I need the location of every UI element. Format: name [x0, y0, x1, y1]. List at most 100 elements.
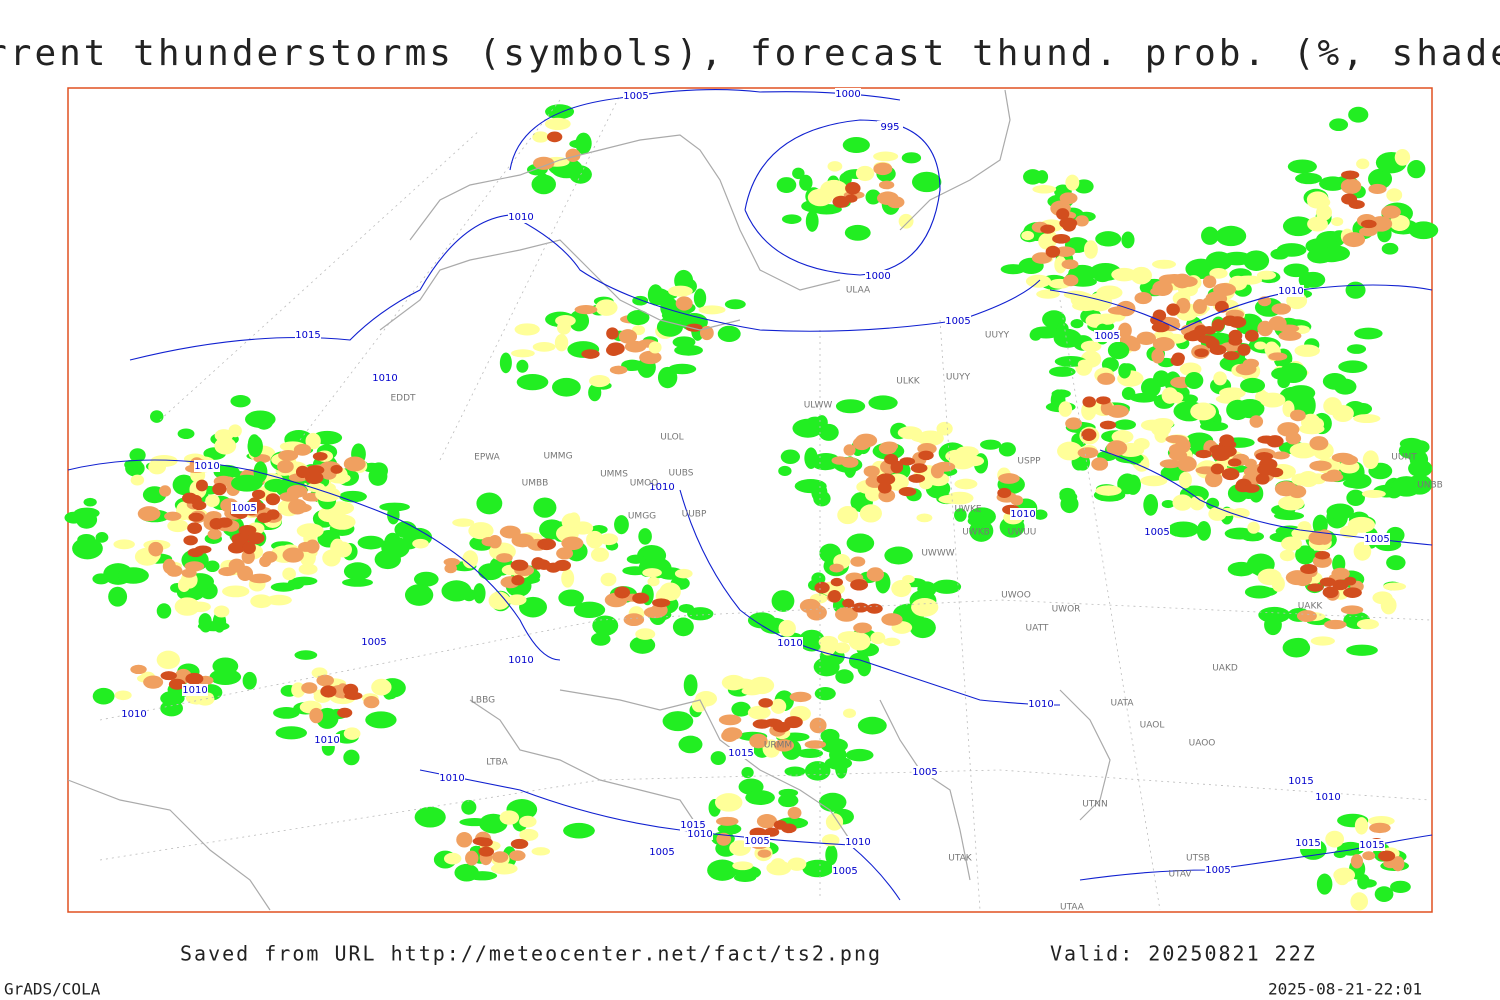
- storm-cell: [859, 504, 882, 523]
- isobar-label-bg: [1288, 775, 1314, 787]
- storm-cell: [1244, 585, 1274, 599]
- storm-cell: [881, 613, 903, 626]
- isobar-label: 1000: [865, 271, 890, 282]
- storm-cell: [668, 363, 697, 375]
- source-url: Saved from URL http://meteocenter.net/fa…: [180, 942, 882, 966]
- station-label: ULAA: [846, 286, 871, 296]
- storm-cell: [806, 604, 827, 621]
- storm-cell: [496, 553, 513, 563]
- storm-cell: [265, 594, 292, 606]
- storm-cell: [1368, 168, 1393, 190]
- storm-cell: [1095, 485, 1122, 496]
- station-label: UUNT: [1391, 453, 1417, 463]
- storm-cell: [967, 515, 989, 527]
- storm-cell: [1201, 226, 1219, 245]
- storm-cell: [1210, 463, 1225, 475]
- storm-cell: [835, 399, 866, 414]
- storm-cell: [1087, 292, 1113, 312]
- storm-cell: [1058, 401, 1073, 417]
- storm-cell: [1297, 471, 1319, 488]
- storm-cell: [675, 296, 693, 311]
- storm-cell: [516, 359, 529, 373]
- station-label: UMMS: [600, 470, 628, 480]
- storm-cell: [1288, 637, 1309, 650]
- storm-cell: [845, 748, 874, 762]
- storm-cell: [488, 534, 502, 549]
- storm-cell: [452, 518, 475, 527]
- storm-cell: [1211, 319, 1225, 332]
- storm-cell: [954, 478, 978, 490]
- storm-cell: [1140, 378, 1161, 398]
- storm-cell: [820, 179, 848, 199]
- isobar-label: 1010: [1315, 792, 1340, 803]
- storm-cell: [1215, 225, 1247, 247]
- station-label: UUBP: [682, 510, 707, 520]
- storm-cell: [1172, 273, 1192, 289]
- storm-cell: [848, 652, 870, 670]
- storm-cell: [343, 683, 359, 697]
- storm-cell: [855, 433, 878, 448]
- storm-cell: [563, 822, 595, 839]
- storm-cell: [357, 535, 385, 550]
- storm-cell: [678, 735, 703, 754]
- storm-cell: [1106, 440, 1128, 456]
- storm-cell: [778, 788, 799, 797]
- storm-cell: [827, 589, 842, 603]
- storm-cell: [606, 327, 619, 340]
- storm-cell: [1237, 343, 1251, 356]
- storm-cell: [1175, 437, 1191, 454]
- storm-cell: [818, 792, 847, 812]
- storm-cell: [1281, 536, 1303, 551]
- storm-cell: [1199, 421, 1229, 432]
- storm-cell: [516, 373, 549, 391]
- storm-cell: [764, 718, 783, 728]
- storm-cell: [1189, 495, 1205, 511]
- storm-cell: [156, 650, 180, 670]
- station-label: UNBB: [1417, 481, 1443, 491]
- storm-cell: [1287, 159, 1317, 174]
- storm-cell: [459, 818, 490, 827]
- station-label: UATA: [1110, 699, 1134, 709]
- storm-cell: [148, 541, 164, 557]
- storm-cell: [910, 463, 928, 473]
- storm-cell: [1151, 322, 1170, 333]
- isobar-label: 1005: [945, 316, 970, 327]
- station-label: UWOR: [1052, 605, 1081, 615]
- storm-cell: [546, 131, 563, 143]
- storm-cell: [456, 831, 473, 848]
- isobar-label-bg: [361, 636, 387, 648]
- storm-cell: [780, 449, 801, 465]
- storm-cell: [1372, 591, 1393, 605]
- station-label: UWUU: [1008, 528, 1037, 538]
- storm-cell: [1285, 432, 1302, 445]
- storm-cell: [1247, 521, 1260, 534]
- storm-cell: [626, 554, 646, 564]
- storm-cell: [715, 816, 739, 826]
- storm-cell: [1323, 397, 1342, 416]
- storm-cell: [473, 583, 486, 604]
- storm-cell: [846, 533, 875, 553]
- station-label: UUYY: [946, 373, 971, 383]
- isobar-label-bg: [832, 865, 858, 877]
- storm-cell: [277, 459, 294, 474]
- storm-cell: [222, 585, 250, 598]
- isobar-label: 1005: [361, 637, 386, 648]
- storm-cell: [278, 450, 299, 462]
- isobar-label: 1010: [121, 709, 146, 720]
- storm-cell: [813, 657, 840, 677]
- storm-cell: [717, 325, 741, 342]
- storm-cell: [250, 594, 273, 609]
- storm-cell: [228, 558, 245, 573]
- station-label: UMBB: [522, 479, 549, 489]
- storm-cell: [1177, 456, 1197, 472]
- storm-cell: [198, 613, 212, 630]
- storm-cell: [569, 139, 590, 149]
- storm-cell: [1030, 326, 1062, 339]
- storm-cell: [607, 342, 625, 355]
- storm-cell: [443, 852, 462, 865]
- isobar-label: 1010: [687, 829, 712, 840]
- storm-cell: [842, 598, 855, 608]
- storm-cell: [1314, 551, 1331, 560]
- isobar-label: 1010: [1028, 699, 1053, 710]
- storm-cell: [908, 474, 926, 483]
